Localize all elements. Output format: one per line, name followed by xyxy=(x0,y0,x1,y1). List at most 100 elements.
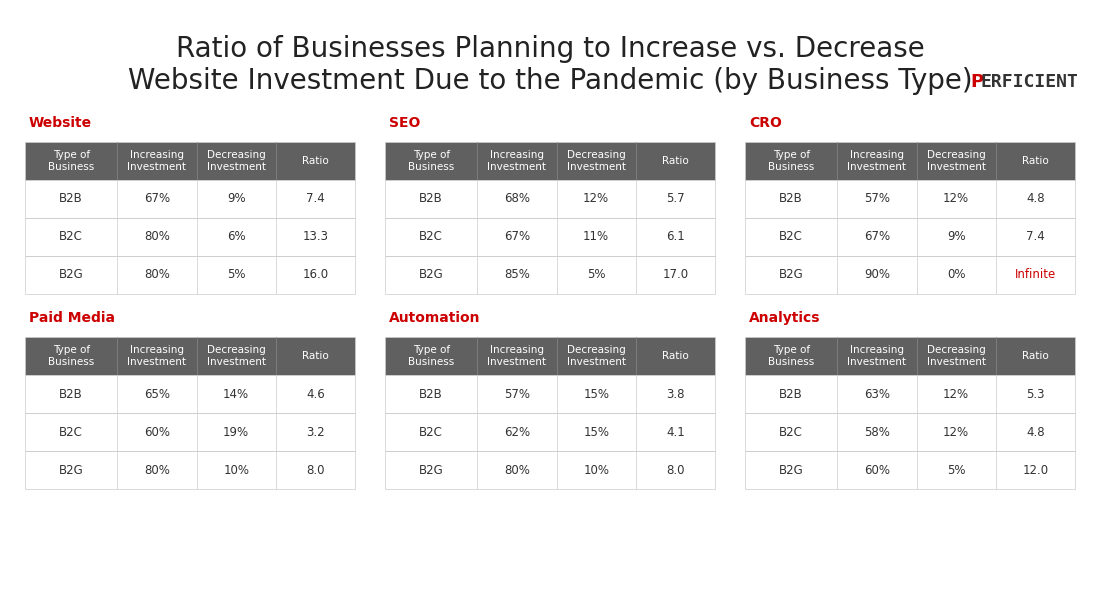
Bar xyxy=(25,375,355,413)
Text: Decreasing
Investment: Decreasing Investment xyxy=(207,150,266,172)
Text: Type of
Business: Type of Business xyxy=(408,345,454,367)
Text: 67%: 67% xyxy=(144,193,170,205)
Text: B2B: B2B xyxy=(779,193,803,205)
Text: Ratio: Ratio xyxy=(662,351,689,361)
Text: Ratio: Ratio xyxy=(302,156,329,166)
Text: 19%: 19% xyxy=(223,425,250,439)
Bar xyxy=(385,375,715,413)
Bar xyxy=(745,375,1075,413)
Text: Decreasing
Investment: Decreasing Investment xyxy=(926,345,986,367)
Text: 67%: 67% xyxy=(504,230,530,244)
Text: Automation: Automation xyxy=(389,311,481,325)
Text: 60%: 60% xyxy=(144,425,170,439)
Text: 80%: 80% xyxy=(144,269,169,281)
Text: B2G: B2G xyxy=(419,269,443,281)
Text: 16.0: 16.0 xyxy=(302,269,329,281)
Text: B2G: B2G xyxy=(779,269,804,281)
Bar xyxy=(745,451,1075,489)
Bar xyxy=(385,218,715,256)
Text: 85%: 85% xyxy=(504,269,530,281)
Text: Website: Website xyxy=(29,116,92,130)
Text: Analytics: Analytics xyxy=(749,311,821,325)
Bar xyxy=(25,337,355,375)
Text: B2B: B2B xyxy=(419,193,443,205)
Text: 8.0: 8.0 xyxy=(306,463,324,476)
Bar xyxy=(745,180,1075,218)
Bar xyxy=(25,218,355,256)
Text: Increasing
Investment: Increasing Investment xyxy=(847,150,906,172)
Text: 68%: 68% xyxy=(504,193,530,205)
Text: Increasing
Investment: Increasing Investment xyxy=(847,345,906,367)
Bar xyxy=(745,218,1075,256)
Text: B2C: B2C xyxy=(419,230,443,244)
Text: Decreasing
Investment: Decreasing Investment xyxy=(566,150,626,172)
Text: B2B: B2B xyxy=(779,388,803,401)
Text: Paid Media: Paid Media xyxy=(29,311,116,325)
Text: B2B: B2B xyxy=(59,388,84,401)
Text: 15%: 15% xyxy=(583,388,609,401)
Text: 5.7: 5.7 xyxy=(667,193,684,205)
Text: 7.4: 7.4 xyxy=(306,193,324,205)
Text: 4.1: 4.1 xyxy=(666,425,685,439)
Text: B2C: B2C xyxy=(419,425,443,439)
Text: Ratio: Ratio xyxy=(1022,351,1048,361)
Text: Infinite: Infinite xyxy=(1015,269,1056,281)
Bar xyxy=(385,413,715,451)
Text: 12%: 12% xyxy=(943,193,969,205)
Text: Ratio: Ratio xyxy=(662,156,689,166)
Text: 67%: 67% xyxy=(864,230,890,244)
Bar xyxy=(25,451,355,489)
Text: 3.8: 3.8 xyxy=(667,388,684,401)
Text: Ratio of Businesses Planning to Increase vs. Decrease
Website Investment Due to : Ratio of Businesses Planning to Increase… xyxy=(128,35,972,95)
Bar xyxy=(745,256,1075,294)
Text: 4.8: 4.8 xyxy=(1026,193,1045,205)
Bar xyxy=(385,451,715,489)
Bar xyxy=(385,180,715,218)
Text: B2C: B2C xyxy=(59,230,84,244)
Text: Decreasing
Investment: Decreasing Investment xyxy=(207,345,266,367)
Text: 17.0: 17.0 xyxy=(662,269,689,281)
Text: 80%: 80% xyxy=(504,463,530,476)
Text: 12%: 12% xyxy=(943,388,969,401)
Text: 80%: 80% xyxy=(144,463,169,476)
Text: B2C: B2C xyxy=(779,230,803,244)
Text: 12%: 12% xyxy=(583,193,609,205)
Text: B2B: B2B xyxy=(419,388,443,401)
Text: 60%: 60% xyxy=(864,463,890,476)
Text: 63%: 63% xyxy=(864,388,890,401)
Text: Type of
Business: Type of Business xyxy=(768,150,814,172)
Text: Increasing
Investment: Increasing Investment xyxy=(128,150,187,172)
Text: 13.3: 13.3 xyxy=(302,230,329,244)
Text: 0%: 0% xyxy=(947,269,966,281)
Text: 7.4: 7.4 xyxy=(1026,230,1045,244)
Text: 8.0: 8.0 xyxy=(667,463,684,476)
Text: SEO: SEO xyxy=(389,116,420,130)
Text: 5%: 5% xyxy=(227,269,245,281)
Bar xyxy=(385,256,715,294)
Bar xyxy=(745,413,1075,451)
Text: B2G: B2G xyxy=(419,463,443,476)
Text: 6%: 6% xyxy=(227,230,245,244)
Text: Type of
Business: Type of Business xyxy=(48,150,95,172)
Text: Decreasing
Investment: Decreasing Investment xyxy=(926,150,986,172)
Text: 80%: 80% xyxy=(144,230,169,244)
Text: Decreasing
Investment: Decreasing Investment xyxy=(566,345,626,367)
Text: Increasing
Investment: Increasing Investment xyxy=(128,345,187,367)
Text: B2C: B2C xyxy=(779,425,803,439)
Text: 4.8: 4.8 xyxy=(1026,425,1045,439)
Text: 10%: 10% xyxy=(223,463,250,476)
Text: B2G: B2G xyxy=(58,463,84,476)
Text: 11%: 11% xyxy=(583,230,609,244)
Bar xyxy=(25,256,355,294)
Text: CRO: CRO xyxy=(749,116,782,130)
Text: B2G: B2G xyxy=(779,463,804,476)
Bar xyxy=(385,337,715,375)
Bar xyxy=(25,413,355,451)
Text: 6.1: 6.1 xyxy=(666,230,685,244)
Text: 12%: 12% xyxy=(943,425,969,439)
Text: 58%: 58% xyxy=(865,425,890,439)
Text: 5%: 5% xyxy=(587,269,605,281)
Text: ERFICIENT: ERFICIENT xyxy=(980,73,1078,91)
Bar xyxy=(25,142,355,180)
Text: 12.0: 12.0 xyxy=(1022,463,1048,476)
